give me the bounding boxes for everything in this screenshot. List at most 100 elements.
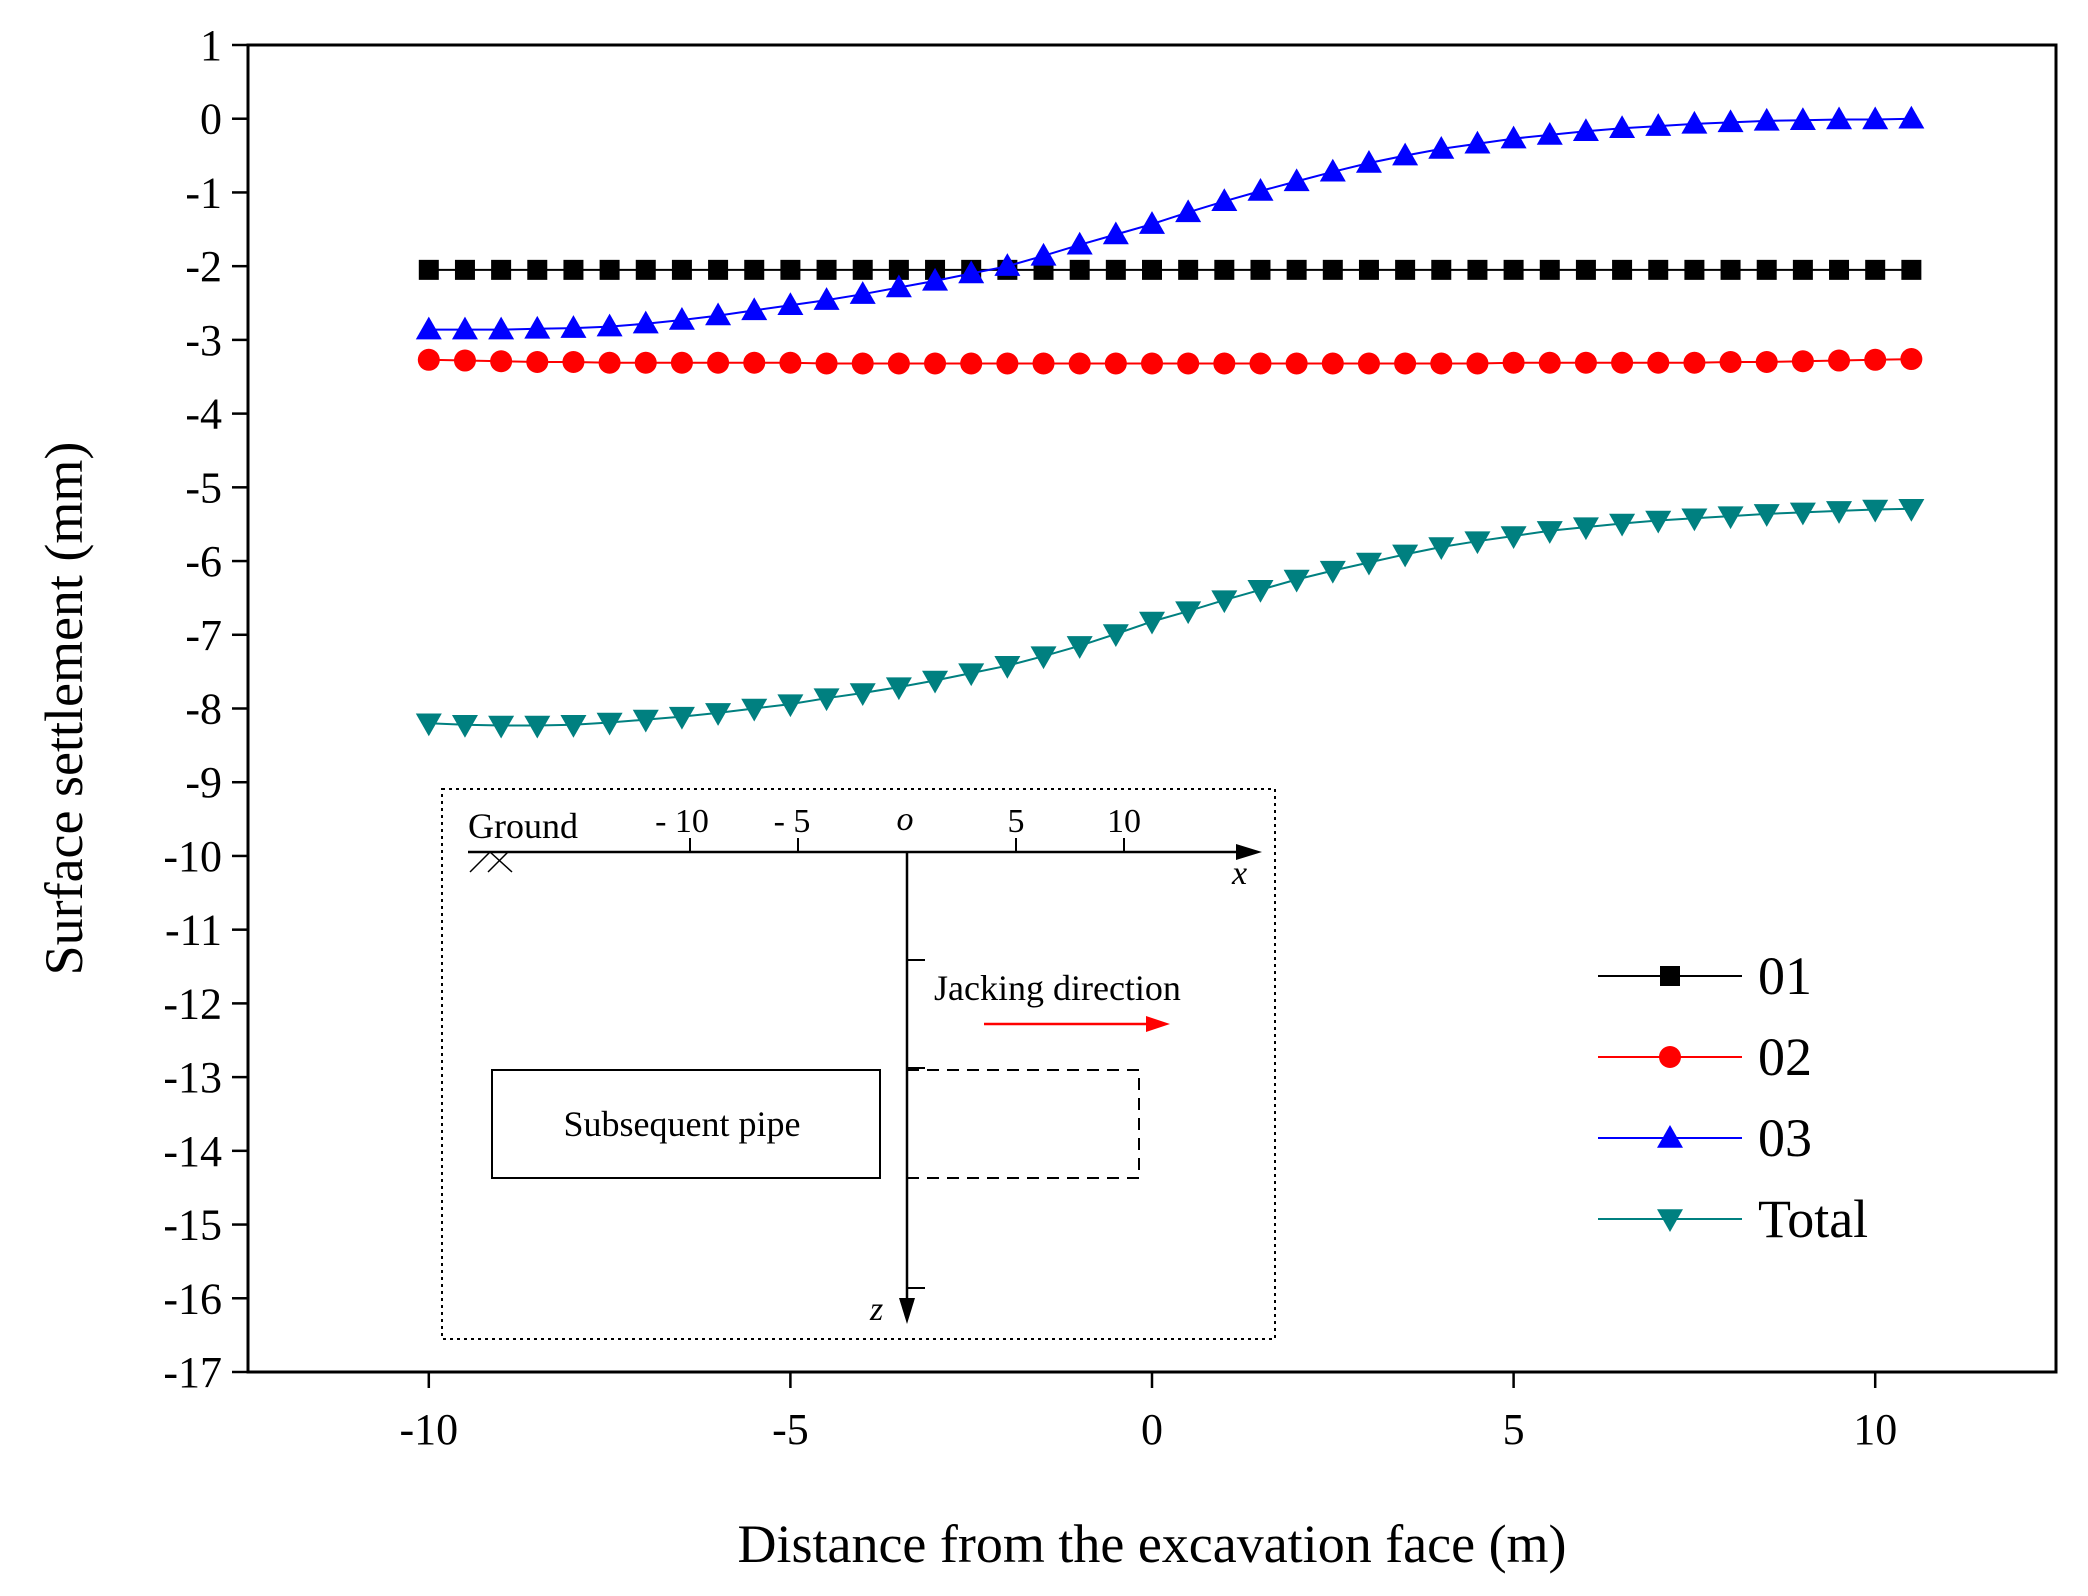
data-point-01 <box>418 259 439 280</box>
data-point-01 <box>1756 259 1777 280</box>
data-point-total <box>1753 504 1780 527</box>
data-point-03 <box>1609 115 1636 139</box>
series-layer <box>415 105 1925 739</box>
data-point-01 <box>1865 259 1886 280</box>
data-point-03 <box>415 316 442 340</box>
data-point-total <box>1826 501 1853 524</box>
inset-next-pipe-dashed <box>906 1069 1140 1179</box>
data-point-03 <box>958 260 985 284</box>
data-point-total <box>1500 526 1527 549</box>
legend-label: 01 <box>1758 946 1812 1006</box>
axes-layer: 10-1-2-3-4-5-6-7-8-9-10-11-12-13-14-15-1… <box>34 21 2058 1574</box>
data-point-02 <box>1864 348 1887 371</box>
data-point-02 <box>598 351 621 374</box>
y-tick-label: -15 <box>163 1201 222 1250</box>
inset-jacking-arrowhead <box>1146 1016 1170 1032</box>
data-point-03 <box>1355 149 1382 173</box>
data-point-02 <box>634 351 657 374</box>
data-point-03 <box>705 302 732 326</box>
y-tick-label: -8 <box>185 685 222 734</box>
data-point-02 <box>707 351 730 374</box>
data-point-02 <box>924 352 947 375</box>
series-total <box>415 498 1925 739</box>
y-tick-label: -3 <box>185 316 222 365</box>
data-point-01 <box>1575 259 1596 280</box>
inset-x-axis-arrowhead <box>1236 844 1262 860</box>
data-point-02 <box>1502 351 1525 374</box>
y-axis-title: Surface settlement (mm) <box>34 442 94 976</box>
data-point-02 <box>417 348 440 371</box>
data-point-01 <box>635 259 656 280</box>
data-point-total <box>1139 611 1165 635</box>
data-point-01 <box>1648 259 1669 280</box>
data-point-03 <box>885 274 912 298</box>
inset-x-tick-label: - 10 <box>655 803 709 840</box>
data-point-02 <box>1755 351 1778 374</box>
inset-diagram: Ground - 10 - 5 o 5 10 x z Jacking direc… <box>441 788 1276 1340</box>
inset-x-tick-label: - 5 <box>774 803 811 840</box>
legend-entry-total: Total <box>1598 1189 1868 1249</box>
data-point-total <box>560 714 587 738</box>
data-point-01 <box>780 259 801 280</box>
data-point-02 <box>1791 350 1814 373</box>
inset-frame <box>441 788 1276 1340</box>
data-point-02 <box>1249 352 1272 375</box>
data-point-03 <box>1862 106 1889 130</box>
data-point-total <box>524 715 551 739</box>
data-point-01 <box>1684 259 1705 280</box>
data-point-03 <box>1681 110 1708 134</box>
data-point-02 <box>815 352 838 375</box>
data-point-total <box>1247 580 1274 603</box>
x-tick-label: 10 <box>1853 1405 1897 1454</box>
inset-z-axis-arrowhead <box>899 1298 915 1324</box>
x-tick-label: 5 <box>1503 1405 1525 1454</box>
data-point-01 <box>816 259 837 280</box>
data-point-03 <box>813 287 840 310</box>
data-point-total <box>488 715 515 739</box>
data-point-03 <box>488 316 515 340</box>
data-point-total <box>922 670 949 694</box>
y-tick-label: -16 <box>163 1274 222 1323</box>
data-point-03 <box>451 316 478 340</box>
data-point-01 <box>1431 259 1452 280</box>
legend-marker <box>1659 1046 1681 1068</box>
data-point-01 <box>888 259 909 280</box>
inset-z-axis-label: z <box>869 1291 883 1328</box>
data-point-total <box>777 694 804 718</box>
x-axis-title: Distance from the excavation face (m) <box>737 1514 1566 1574</box>
data-point-01 <box>708 259 729 280</box>
data-point-total <box>958 663 985 687</box>
data-point-01 <box>563 259 584 280</box>
data-point-02 <box>1394 352 1417 375</box>
data-point-01 <box>852 259 873 280</box>
legend-entry-01: 01 <box>1598 946 1812 1006</box>
data-point-03 <box>1211 188 1238 212</box>
data-point-03 <box>994 253 1021 276</box>
data-point-03 <box>1066 231 1093 255</box>
data-point-01 <box>454 259 475 280</box>
data-point-03 <box>1392 142 1419 166</box>
y-tick-label: -11 <box>165 906 222 955</box>
data-point-02 <box>996 352 1019 375</box>
data-point-total <box>415 713 442 737</box>
data-point-01 <box>1214 259 1235 280</box>
data-point-03 <box>741 297 768 321</box>
data-point-03 <box>632 310 659 334</box>
data-point-total <box>1717 506 1744 530</box>
legend: 01 02 03 Total <box>1598 946 1868 1249</box>
data-point-total <box>1898 498 1925 522</box>
data-point-total <box>1066 636 1093 659</box>
data-point-total <box>1789 502 1816 526</box>
series-01 <box>418 259 1922 280</box>
data-point-02 <box>1141 352 1163 375</box>
legend-marker <box>1657 1125 1683 1148</box>
legend-marker <box>1657 1209 1683 1232</box>
data-point-02 <box>526 351 549 374</box>
inset-ground-label: Ground <box>468 806 578 846</box>
legend-label: 03 <box>1758 1108 1812 1168</box>
data-point-03 <box>1572 118 1599 142</box>
data-point-02 <box>1177 352 1200 375</box>
data-point-01 <box>1358 259 1379 280</box>
legend-entry-02: 02 <box>1598 1027 1812 1087</box>
data-point-02 <box>1104 352 1127 375</box>
